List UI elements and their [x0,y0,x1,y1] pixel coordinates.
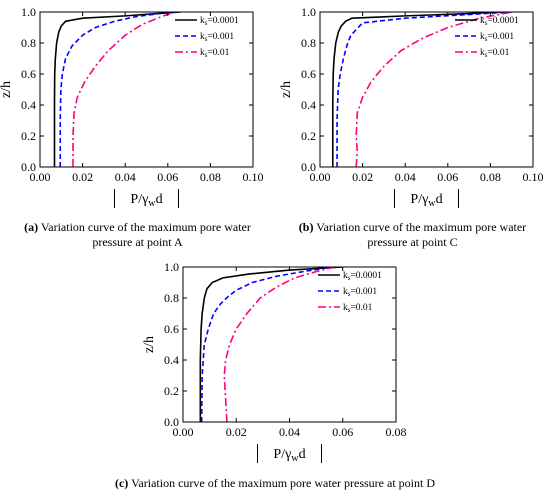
y-tick-label: 0.4 [301,98,316,112]
series-line-3 [223,267,335,422]
y-tick-label: 0.8 [301,36,316,50]
legend-label-3: ks=0.01 [200,48,230,59]
caption-b-letter: (b) [298,220,314,234]
y-tick-label: 0.4 [21,98,36,112]
y-axis-label: z/h [142,336,157,353]
y-tick-label: 1.0 [301,5,316,19]
x-tick-label: 0.00 [173,425,194,439]
chart-b: 0.00 0.02 0.04 0.06 0.08 0.10 0.0 0.2 0.4 0.6 0.8 1… [279,5,544,209]
x-tick-label: 0.10 [523,170,544,184]
chart-panel-a: 0.00 0.02 0.04 0.06 0.08 0.10 0.0 0.2 0.4 0.6 0.8 1… [0,0,270,209]
x-tick-label: 0.02 [72,170,93,184]
x-tick-label: 0.02 [226,425,247,439]
series-line-1 [331,12,502,167]
x-axis-label: P/γwd [410,192,442,209]
caption-b-line2: pressure at point C [367,235,458,249]
legend-label-2: ks=0.001 [343,287,377,298]
y-tick-label: 1.0 [164,260,179,274]
legend-label-2: ks=0.001 [480,32,514,43]
x-tick-label: 0.04 [279,425,300,439]
y-tick-label: 1.0 [21,5,36,19]
x-tick-label: 0.04 [395,170,416,184]
caption-c: (c) Variation curve of the maximum pore … [0,476,550,491]
series-line-2 [336,12,512,167]
series-line-1 [199,267,343,422]
series-line-3 [72,12,175,167]
x-tick-label: 0.06 [157,170,178,184]
plot-frame [39,11,254,168]
x-axis-label: P/γwd [130,192,162,209]
y-tick-label: 0.6 [164,322,179,336]
caption-c-letter: (c) [114,476,129,490]
chart-c: 0.00 0.02 0.04 0.06 0.08 0.0 0.2 0.4 0.6 0.8 1.0 z/… [142,260,407,464]
caption-b: (b) Variation curve of the maximum pore … [275,220,550,250]
caption-c-line1: Variation curve of the maximum pore wate… [128,476,435,490]
x-tick-label: 0.00 [310,170,331,184]
legend-label-2: ks=0.001 [200,32,234,43]
legend-label-3: ks=0.01 [480,48,510,59]
y-axis-label: z/h [279,81,294,98]
y-tick-label: 0.2 [21,129,36,143]
caption-a-line2: pressure at point A [92,235,183,249]
y-tick-label: 0.8 [164,291,179,305]
y-tick-label: 0.0 [164,415,179,429]
caption-a-letter: (a) [24,220,39,234]
x-axis-label: P/γwd [273,447,305,464]
series-line-2 [59,12,177,167]
y-tick-label: 0.6 [21,67,36,81]
legend-label-1: ks=0.0001 [480,16,519,27]
x-tick-label: 0.02 [352,170,373,184]
legend-label-3: ks=0.01 [343,303,373,314]
y-tick-label: 0.6 [301,67,316,81]
y-tick-label: 0.4 [164,353,179,367]
plot-frame [319,11,534,168]
legend-label-1: ks=0.0001 [200,16,239,27]
y-tick-label: 0.0 [301,160,316,174]
y-axis-label: z/h [0,81,14,98]
x-tick-label: 0.08 [480,170,501,184]
series-line-2 [200,267,333,422]
y-tick-label: 0.8 [21,36,36,50]
y-tick-label: 0.0 [21,160,36,174]
x-tick-label: 0.04 [115,170,136,184]
caption-a-line1: Variation curve of the maximum pore wate… [38,220,251,234]
x-tick-label: 0.08 [200,170,221,184]
x-tick-label: 0.08 [386,425,407,439]
series-line-3 [355,12,512,167]
caption-b-line1: Variation curve of the maximum pore wate… [313,220,527,234]
chart-a: 0.00 0.02 0.04 0.06 0.08 0.10 0.0 0.2 0.4 0.6 0.8 1… [0,5,264,209]
x-tick-label: 0.06 [332,425,353,439]
y-tick-label: 0.2 [164,384,179,398]
x-tick-label: 0.00 [30,170,51,184]
y-tick-label: 0.2 [301,129,316,143]
legend-label-1: ks=0.0001 [343,271,382,282]
chart-panel-c: 0.00 0.02 0.04 0.06 0.08 0.0 0.2 0.4 0.6 0.8 1.0 z/… [142,255,420,464]
x-tick-label: 0.10 [243,170,264,184]
chart-panel-b: 0.00 0.02 0.04 0.06 0.08 0.10 0.0 0.2 0.4 0.6 0.8 1… [279,0,550,209]
x-tick-label: 0.06 [437,170,458,184]
caption-a: (a) Variation curve of the maximum pore … [0,220,275,250]
series-line-1 [53,12,181,167]
